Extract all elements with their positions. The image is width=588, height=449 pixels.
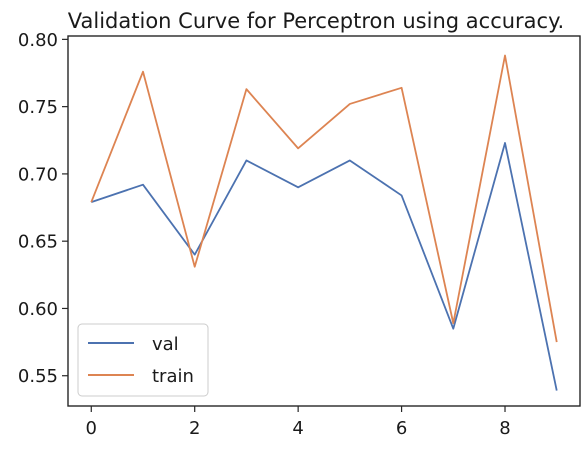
x-tick-label: 0 (86, 418, 97, 439)
series-line-val (90, 142, 558, 391)
series-line-train (90, 54, 558, 343)
y-tick-label: 0.55 (18, 366, 58, 387)
x-tick-label: 2 (189, 418, 200, 439)
x-tick-label: 8 (499, 418, 510, 439)
y-tick-label: 0.60 (18, 299, 58, 320)
x-axis: 0 2 4 6 8 (86, 406, 511, 439)
y-tick-label: 0.65 (18, 232, 58, 253)
y-axis: 0.55 0.60 0.65 0.70 0.75 0.80 (18, 30, 68, 387)
chart-title: Validation Curve for Perceptron using ac… (68, 9, 564, 33)
legend-label-val: val (152, 334, 179, 355)
legend: val train (77, 323, 209, 397)
y-tick-label: 0.70 (18, 164, 58, 185)
legend-label-train: train (152, 366, 194, 387)
x-tick-label: 4 (292, 418, 303, 439)
series-layer (90, 54, 558, 391)
y-tick-label: 0.75 (18, 97, 58, 118)
plot-frame (67, 35, 581, 407)
x-tick-label: 6 (396, 418, 407, 439)
y-tick-label: 0.80 (18, 30, 58, 51)
